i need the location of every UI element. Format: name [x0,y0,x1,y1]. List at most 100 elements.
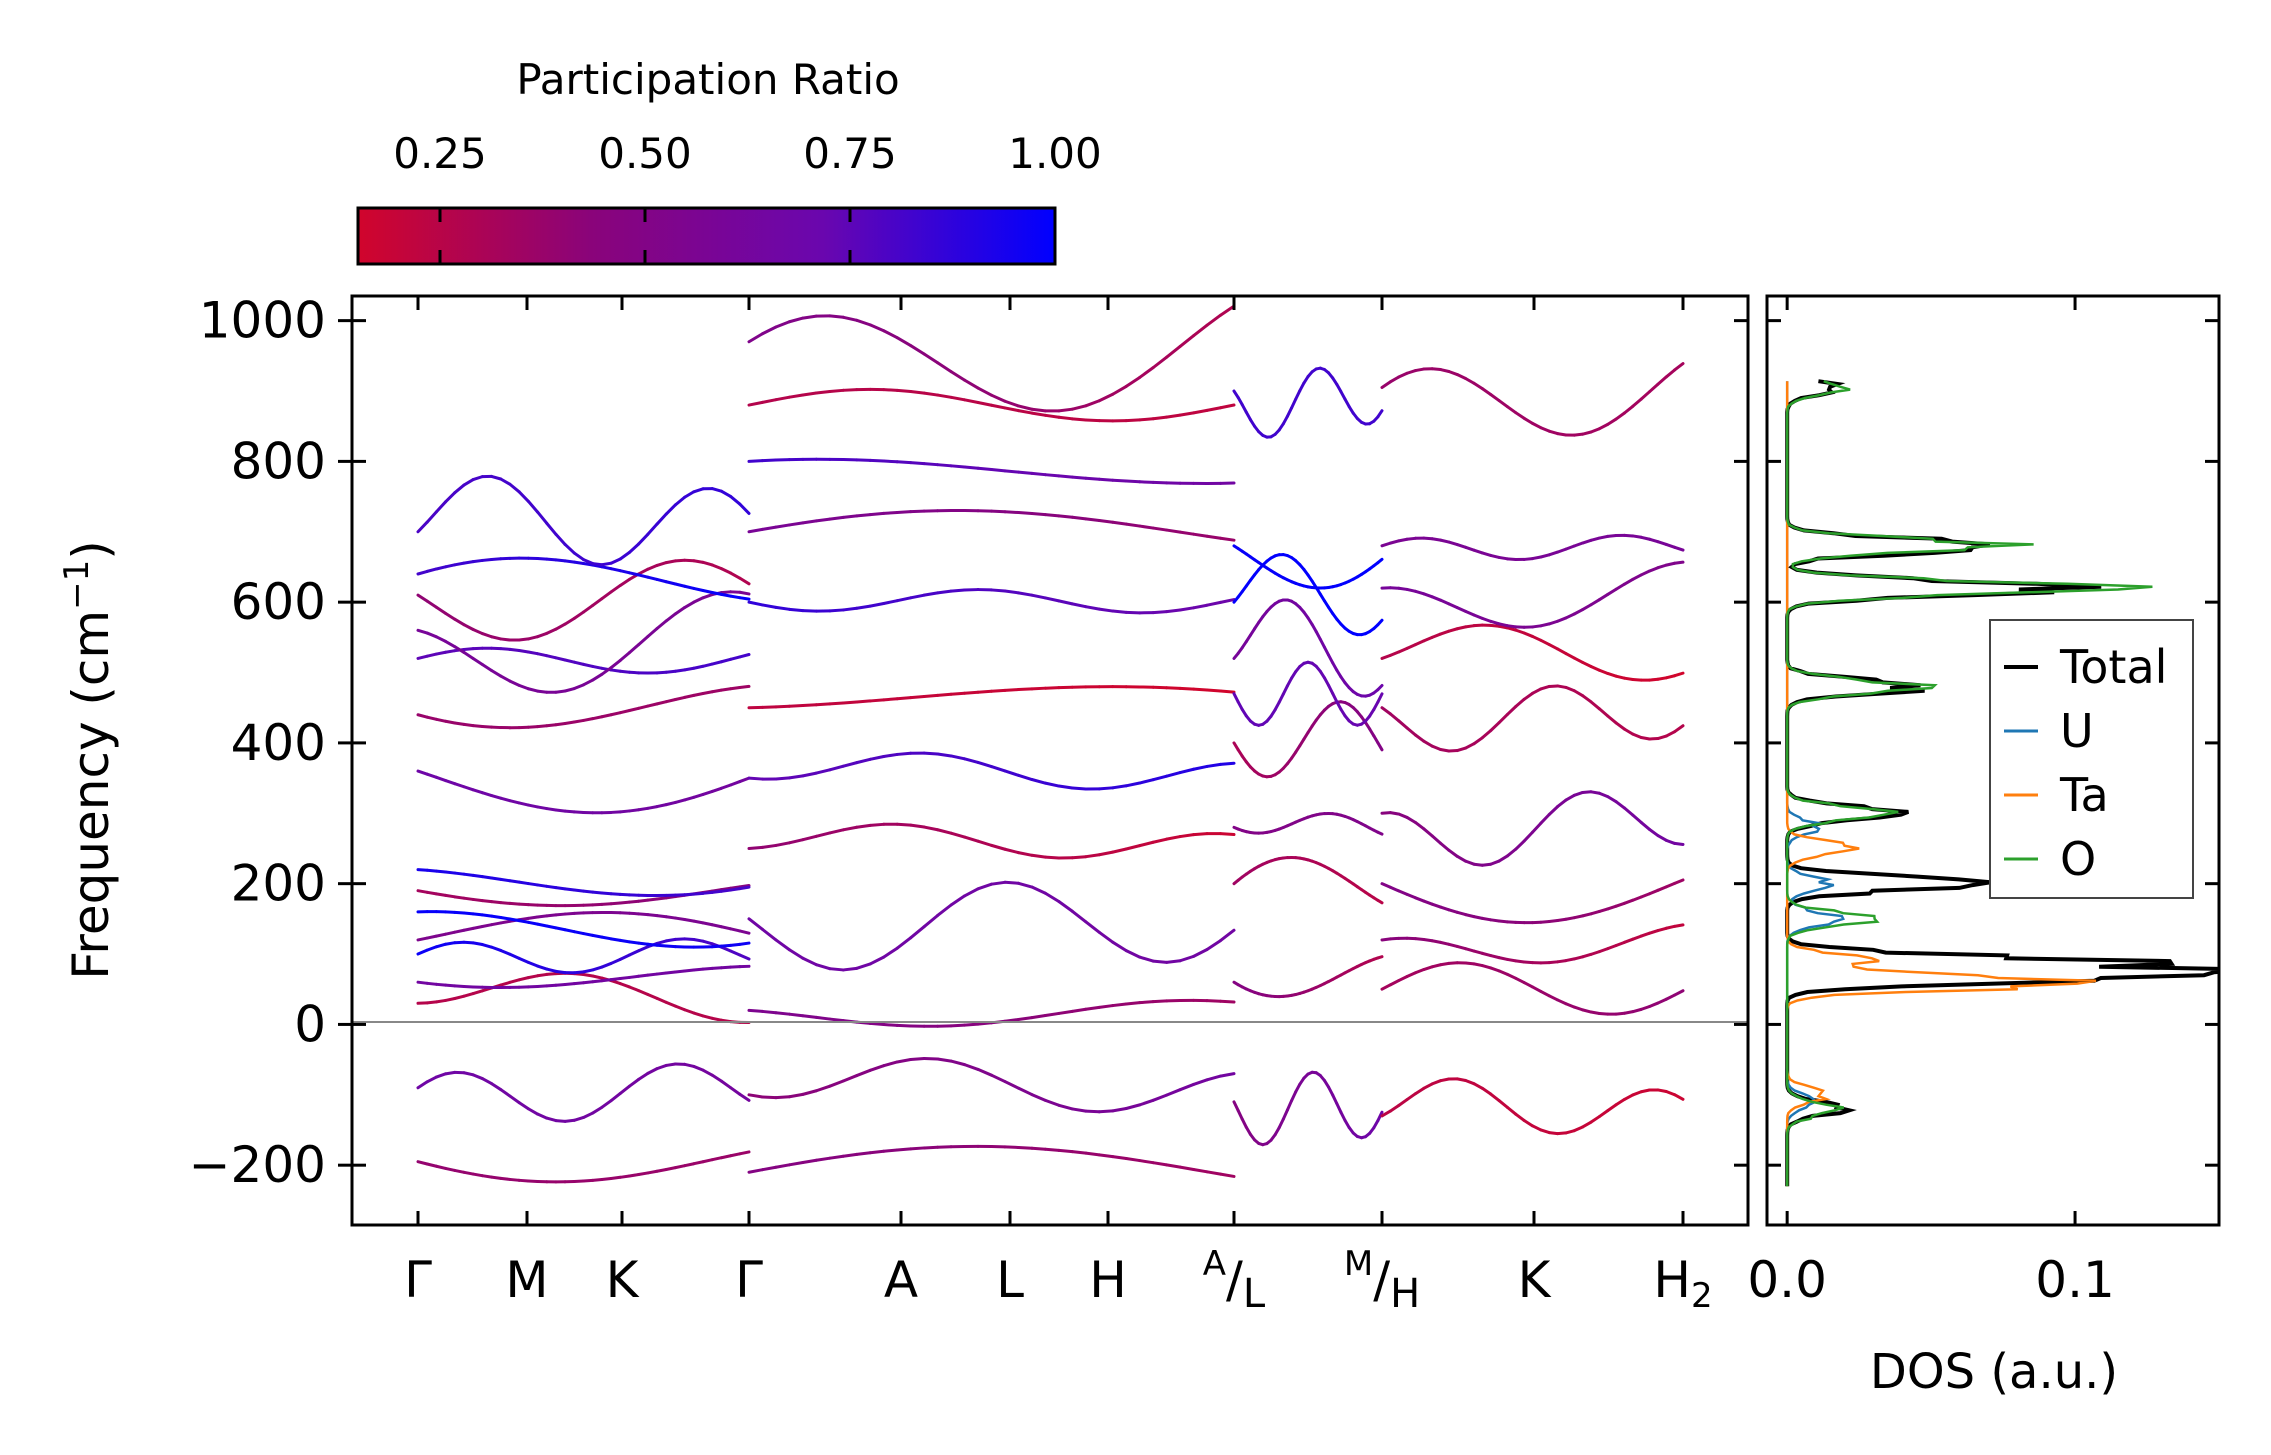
band-branch-segment [801,1014,818,1019]
band-branch-segment [1192,948,1209,958]
band-branch-segment [1043,1147,1061,1152]
band-branch-segment [1165,413,1182,419]
band-branch-segment [976,760,993,769]
band-branch-segment [1564,685,1576,693]
band-branch-segment [444,563,457,569]
band-branch-segment [1030,593,1047,600]
band-branch-segment [1070,1007,1088,1013]
band-branch-segment [591,974,604,980]
band-branch-segment [1376,557,1384,565]
band-branch-segment [1043,855,1061,860]
band-branch-segment [990,880,1007,886]
band-branch-segment [1219,928,1236,943]
band-branch-segment [1397,975,1409,983]
band-branch-segment [499,901,512,905]
band-branch-segment [453,984,466,988]
x-tick-label-sup: M [1344,1244,1373,1284]
band-branch-segment [1497,399,1509,409]
band-branch-segment [673,582,687,588]
band-branch-segment [882,388,899,392]
band-branch-segment [936,393,953,399]
band-branch-segment [572,683,585,691]
band-branch-segment [655,939,668,945]
band-branch-segment [1151,610,1169,615]
band-branch-segment [729,685,742,691]
band-branch-segment [787,774,805,780]
band-branch-segment [1070,909,1088,924]
band-branch-segment [664,915,677,920]
band-branch-segment [828,1154,845,1160]
band-branch-segment [729,927,742,933]
band-branch-segment [1070,1150,1088,1155]
band-branch-segment [425,772,438,779]
band-branch-segment [963,378,980,390]
band-branch-segment [1030,1146,1047,1151]
band-branch-segment [618,892,631,897]
band-branch-segment [1464,376,1476,385]
band-branch-segment [841,825,859,832]
band-branch-segment [738,1092,751,1102]
band-branch-segment [582,562,595,567]
band-branch-segment [471,788,484,795]
band-branch-segment [572,930,585,936]
band-branch-segment [618,953,631,961]
band-branch-segment [526,687,540,693]
band-branch-segment [683,968,696,973]
band-branch-segment [760,603,778,609]
band-branch-segment [710,1016,723,1022]
band-branch-segment [655,943,668,948]
band-branch-segment [618,651,631,662]
y-tick-label: 1000 [199,292,326,350]
band-branch-segment [683,693,696,699]
band-branch-segment [882,752,899,759]
band-branch-segment [1376,898,1384,905]
band-branch-segment [1597,592,1610,602]
band-branch-segment [646,805,659,810]
band-branch-segment [1489,1092,1501,1103]
x-tick-label-main: L [996,1251,1024,1309]
band-branch-segment [1572,656,1585,664]
band-branch-segment [609,1091,622,1103]
band-branch-segment [1192,603,1209,610]
band-branch-segment [895,1023,913,1028]
band-branch-segment [1673,878,1685,885]
band-branch-segment [572,970,585,975]
band-branch-segment [1489,721,1501,733]
band-branch-segment [909,695,926,700]
y-tick-label: 600 [231,573,326,631]
band-branch-segment [738,502,751,515]
x-tick-label-sub: 2 [1691,1276,1713,1316]
band-branch-segment [609,979,622,986]
band-branch-segment [664,1062,677,1067]
band-branch-segment [646,897,659,902]
band-branch-segment [462,560,475,565]
colorbar: Participation Ratio 0.25 0.50 0.75 1.00 [356,55,1102,266]
band-branch-segment [1138,955,1155,963]
dos-legend: Total U Ta O [1989,619,2194,899]
band-branch-segment [683,918,696,923]
band-branch-segment [1111,847,1128,854]
band-branch-segment [646,563,659,571]
colorbar-tick-label: 0.25 [393,129,487,178]
band-branch-segment [434,650,448,656]
band-branch-segment [1531,687,1543,695]
band-branch-segment [591,597,604,607]
band-branch-segment [936,752,953,758]
band-branch-segment [618,975,631,981]
band-branch-segment [664,559,677,565]
band-branch-segment [416,936,429,942]
band-branch-segment [1597,422,1610,431]
colorbar-tick-label: 1.00 [1008,129,1102,178]
band-branch-segment [841,761,859,768]
dos-x-tick-label: 0.0 [1747,1251,1827,1309]
band-branch-segment [841,606,859,612]
band-branch-segment [828,828,845,835]
band-branch-segment [1043,513,1061,518]
band-branch-segment [855,604,872,610]
band-branch-segment [963,1022,980,1027]
band-branch-segment [692,692,705,697]
band-branch-segment [1043,413,1061,419]
band-branch-segment [563,658,576,664]
band-branch-segment [882,1148,899,1153]
